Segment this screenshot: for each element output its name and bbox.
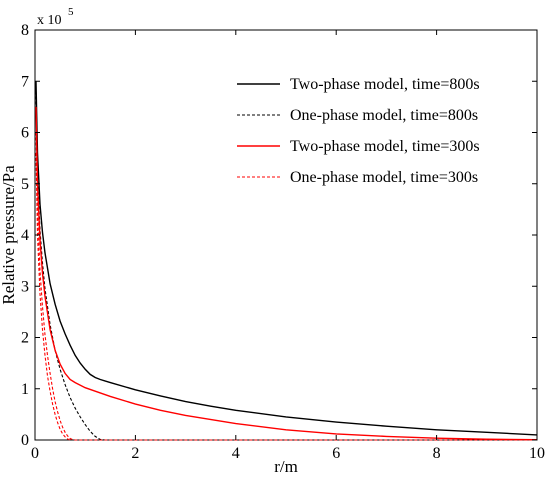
y-tick-label: 8 (21, 22, 29, 39)
legend-label-0: Two-phase model, time=800s (290, 76, 480, 93)
x-tick-label: 10 (529, 445, 545, 462)
y-tick-label: 3 (21, 278, 29, 295)
y-tick-label: 2 (21, 330, 29, 347)
x-tick-label: 0 (31, 445, 39, 462)
y-exponent-base: x 10 (37, 13, 62, 28)
y-exponent-power: 5 (68, 6, 74, 18)
x-axis-title: r/m (274, 457, 298, 476)
y-tick-label: 1 (21, 381, 29, 398)
series-line-0 (35, 81, 538, 436)
series-line-4 (35, 152, 71, 441)
legend-label-3: One-phase model, time=300s (290, 169, 478, 186)
legend-label-2: Two-phase model, time=300s (290, 138, 480, 155)
series-line-1 (35, 91, 537, 441)
y-tick-label: 7 (21, 73, 29, 90)
y-tick-label: 6 (21, 125, 29, 142)
series-line-3 (35, 132, 537, 441)
x-tick-label: 8 (433, 445, 441, 462)
x-tick-label: 2 (131, 445, 139, 462)
series-line-2 (35, 106, 538, 441)
ticks-layer: 0 2 4 6 8 10 0 1 2 3 4 5 6 7 8 (21, 22, 545, 462)
y-tick-label: 0 (21, 432, 29, 449)
x-tick-label: 6 (332, 445, 340, 462)
y-tick-label: 5 (21, 176, 29, 193)
legend: Two-phase model, time=800s One-phase mode… (237, 76, 480, 186)
series-layer (35, 81, 538, 441)
x-tick-label: 4 (232, 445, 240, 462)
y-axis-title: Relative pressure/Pa (0, 165, 18, 305)
legend-label-1: One-phase model, time=800s (290, 107, 478, 124)
y-tick-label: 4 (21, 227, 29, 244)
